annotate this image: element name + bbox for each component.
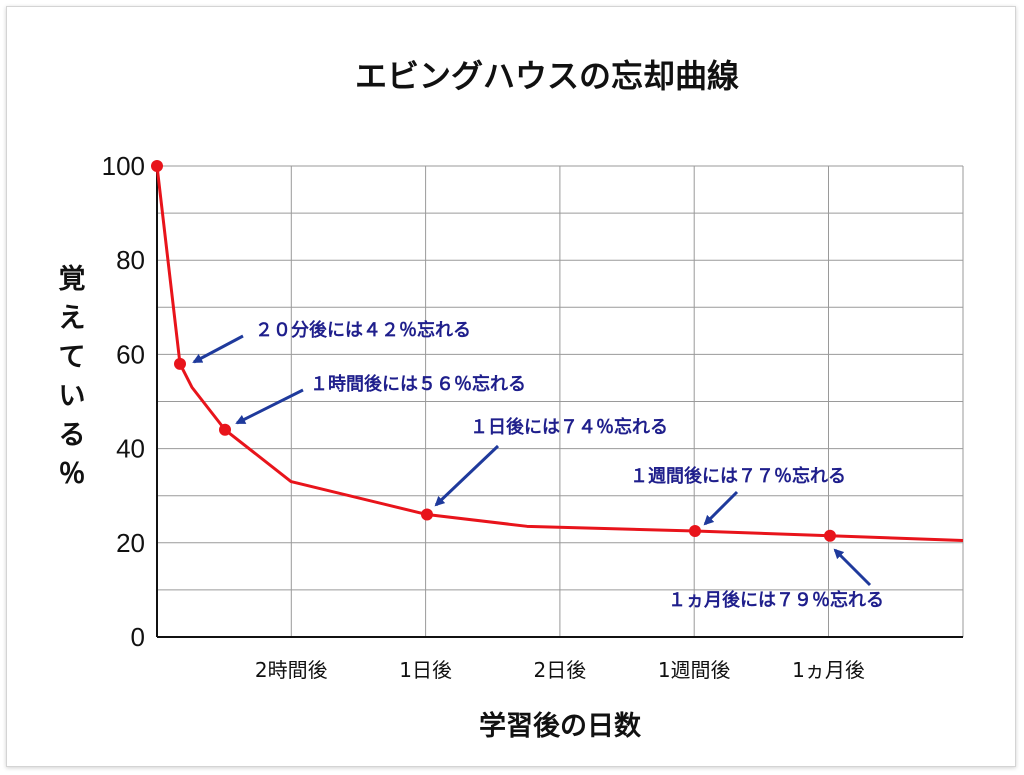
y-tick-label: 60 xyxy=(116,339,145,369)
data-point xyxy=(689,525,701,538)
y-axis-label-char: 覚 xyxy=(59,264,86,295)
annotation-label: １週間後には７７％忘れる xyxy=(630,465,846,487)
x-tick-labels: 2時間後 1日後 2日後 1週間後 1ヵ月後 xyxy=(255,658,865,682)
series-layer xyxy=(151,160,964,542)
y-tick-label: 80 xyxy=(116,245,145,275)
annotations: ２０分後には４２％忘れる １時間後には５６％忘れる １日後には７４％忘れる １週間後に… xyxy=(192,319,884,611)
data-point xyxy=(219,423,231,436)
data-point xyxy=(824,529,836,542)
data-point xyxy=(151,160,163,172)
y-tick-label: 20 xyxy=(116,528,145,558)
y-tick-label: 100 xyxy=(102,151,145,181)
annotation-label: １日後には７４％忘れる xyxy=(470,416,668,438)
x-tick-label: 2日後 xyxy=(534,658,587,682)
annotation-arrow xyxy=(833,548,872,587)
annotation-arrow xyxy=(192,334,244,364)
y-axis-label-char: い xyxy=(59,381,86,412)
x-axis-label: 学習後の日数 xyxy=(479,710,642,742)
x-tick-label: 1ヵ月後 xyxy=(792,658,865,682)
annotation-label: １時間後には５６％忘れる xyxy=(310,373,526,395)
annotation-arrow xyxy=(235,388,304,425)
series-line xyxy=(155,165,964,542)
annotation-arrow xyxy=(434,444,500,507)
y-axis-label-char: る xyxy=(59,420,86,451)
data-point xyxy=(174,357,186,370)
chart-title: エビングハウスの忘却曲線 xyxy=(355,57,739,95)
chart-frame xyxy=(6,6,1016,767)
x-tick-label: 1日後 xyxy=(399,658,452,682)
y-tick-labels: 0 20 40 60 80 100 xyxy=(102,151,145,652)
y-axis-label-char: え xyxy=(59,303,86,334)
annotation-arrow xyxy=(703,490,739,526)
annotation-label: ２０分後には４２％忘れる xyxy=(255,319,471,341)
y-tick-label: 0 xyxy=(131,622,145,652)
y-tick-label: 40 xyxy=(116,434,145,464)
x-tick-label: 2時間後 xyxy=(255,658,328,682)
annotation-label: １ヵ月後には７９％忘れる xyxy=(668,589,884,611)
grid xyxy=(156,165,964,638)
data-point xyxy=(421,508,433,521)
y-axis-label-char: て xyxy=(59,342,86,373)
x-tick-label: 1週間後 xyxy=(658,658,731,682)
y-axis-label-char: ％ xyxy=(59,459,86,490)
